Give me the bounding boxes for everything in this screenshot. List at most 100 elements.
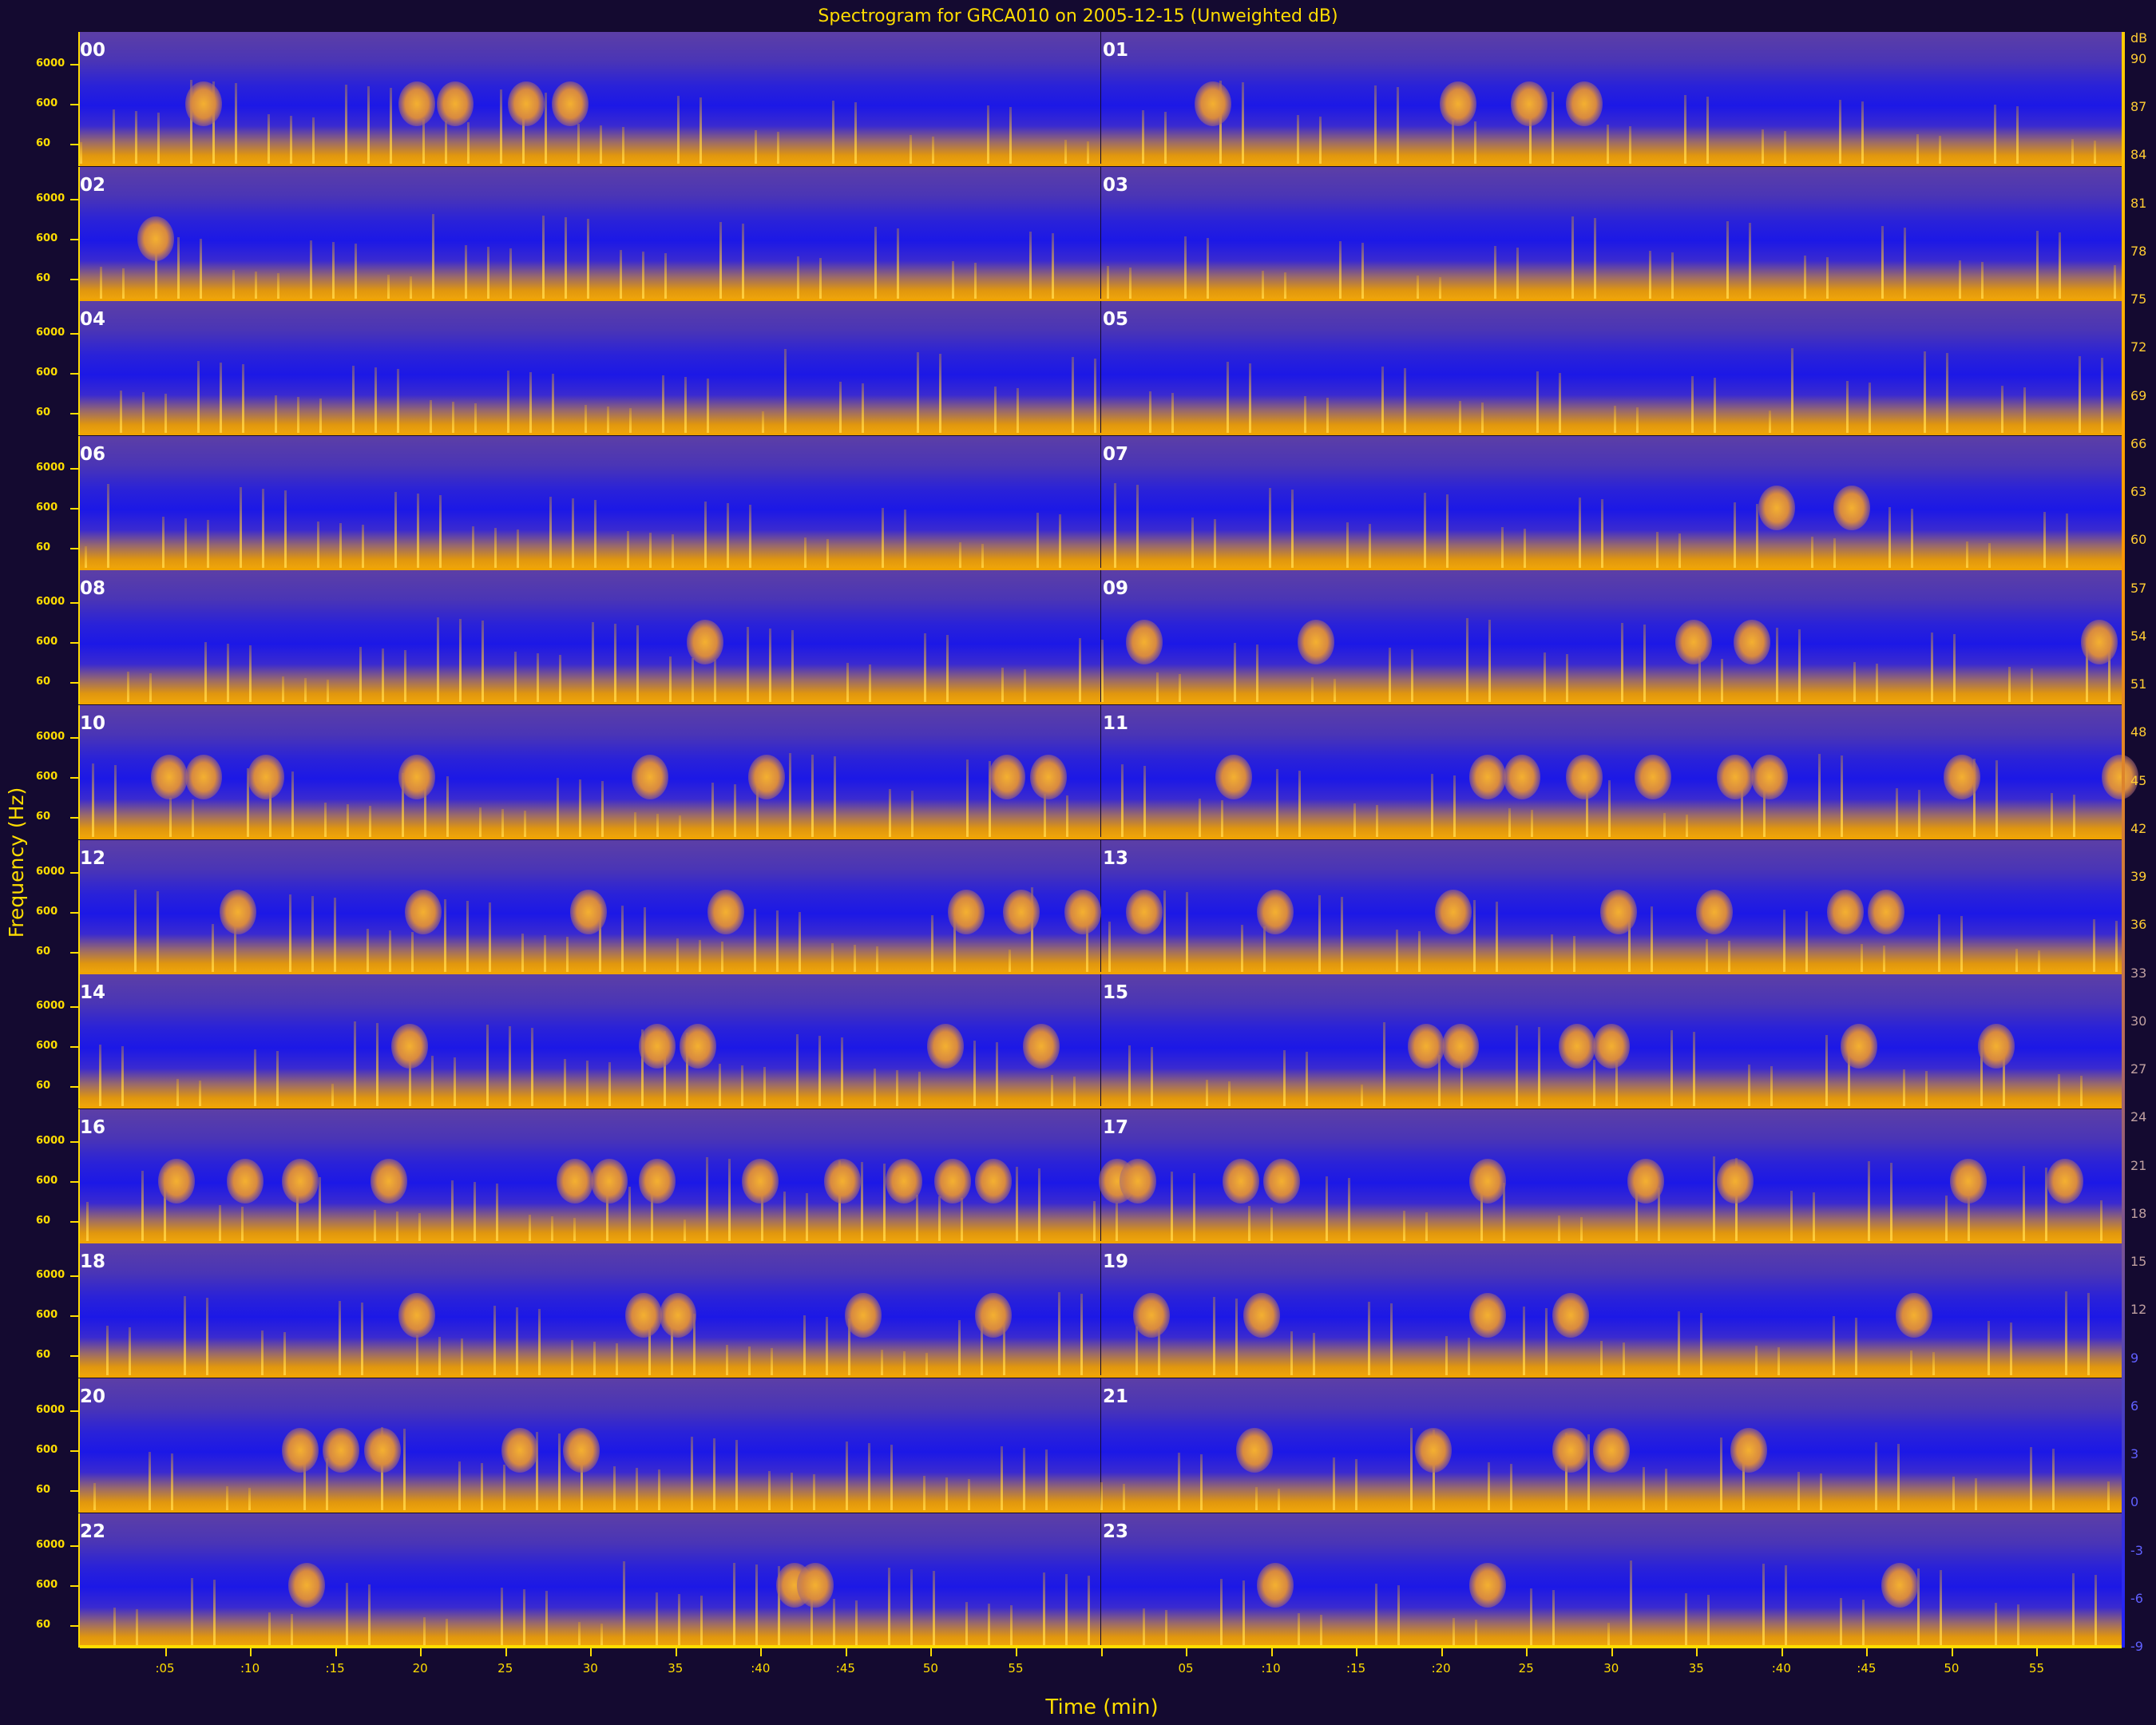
spectral-streak — [1460, 1057, 1463, 1109]
sound-event-blob — [1717, 755, 1754, 799]
spectral-streak — [1199, 799, 1201, 839]
sound-event-blob — [1023, 1024, 1060, 1069]
spectral-streak — [1369, 523, 1371, 570]
y-tick — [70, 1140, 78, 1143]
colorbar-tick-label: 27 — [2130, 1061, 2147, 1077]
spectral-streak — [277, 272, 279, 301]
spectral-streak — [1706, 938, 1708, 974]
spectral-streak — [1404, 368, 1406, 436]
x-tick-label: :10 — [1261, 1661, 1281, 1675]
spectral-streak — [1235, 1299, 1238, 1378]
x-tick-label: :20 — [1431, 1661, 1451, 1675]
spectral-streak — [1536, 371, 1539, 436]
y-tick-label: 6000 — [36, 58, 65, 69]
sound-event-blob — [687, 620, 723, 665]
spectral-streak — [819, 257, 822, 301]
y-tick — [70, 951, 78, 954]
spectral-streak — [988, 1603, 990, 1648]
spectral-streak — [923, 1476, 925, 1513]
spectral-streak — [522, 91, 525, 166]
spectral-streak — [754, 908, 756, 974]
spectral-streak — [1966, 541, 1968, 570]
spectral-streak — [2114, 264, 2116, 301]
spectral-streak — [946, 635, 949, 705]
spectral-streak — [521, 933, 524, 974]
spectral-streak — [113, 109, 115, 166]
spectral-streak — [1186, 891, 1188, 974]
spectral-streak — [586, 1061, 589, 1109]
spectral-streak — [1839, 100, 1841, 166]
spectral-streak — [157, 113, 160, 166]
spectral-streak — [410, 276, 412, 301]
spectral-streak — [704, 501, 707, 570]
spectral-streak — [933, 1570, 935, 1648]
spectral-streak — [699, 939, 701, 974]
spectral-streak — [149, 673, 152, 705]
sound-event-blob — [590, 1158, 628, 1204]
spectral-streak — [232, 269, 235, 301]
y-tick — [70, 1220, 78, 1223]
spectral-streak — [1566, 654, 1568, 705]
spectrogram-panel — [1101, 166, 2122, 301]
spectral-streak — [1065, 1573, 1068, 1648]
x-tick-label: 50 — [1944, 1661, 1960, 1675]
spectral-streak — [868, 1443, 870, 1513]
sound-event-blob — [1222, 1158, 1259, 1204]
x-tick-label: 55 — [2028, 1661, 2044, 1675]
spectral-streak — [326, 1458, 328, 1513]
colorbar-tick-label: 87 — [2130, 99, 2147, 115]
hour-label: 14 — [80, 982, 106, 1004]
spectral-streak — [481, 1463, 483, 1513]
x-tick-label: 05 — [1178, 1661, 1194, 1675]
sound-event-blob — [975, 1158, 1013, 1204]
x-tick-label: 30 — [1603, 1661, 1619, 1675]
spectral-streak — [1510, 1464, 1512, 1513]
spectral-streak — [458, 1461, 461, 1513]
spectral-streak — [1925, 1071, 1928, 1109]
spectral-streak — [656, 814, 659, 839]
spectral-streak — [719, 1064, 721, 1109]
y-tick — [70, 1006, 78, 1009]
spectral-streak — [839, 382, 842, 436]
spectral-streak — [1452, 120, 1454, 166]
spectral-streak — [1453, 775, 1456, 839]
spectral-streak — [669, 656, 672, 705]
colorbar-tick-label: 63 — [2130, 484, 2147, 500]
spectral-streak — [2023, 387, 2026, 436]
spectral-streak — [524, 811, 526, 839]
spectral-streak — [636, 625, 639, 705]
spectral-streak — [1311, 677, 1314, 705]
y-tick-label: 600 — [36, 636, 58, 648]
spectral-streak — [311, 895, 314, 974]
spectral-streak — [474, 1181, 476, 1243]
spectral-streak — [711, 783, 714, 839]
spectral-streak — [1601, 498, 1603, 570]
spectral-streak — [1459, 401, 1461, 436]
spectral-streak — [1381, 367, 1384, 436]
spectral-streak — [1621, 623, 1623, 705]
spectral-streak — [1038, 1168, 1040, 1243]
spectral-streak — [164, 1172, 166, 1243]
sound-event-blob — [1881, 1562, 1919, 1608]
spectral-streak — [733, 1562, 735, 1648]
spectral-streak — [627, 530, 629, 570]
x-tick — [420, 1648, 422, 1656]
sound-event-blob — [1751, 755, 1788, 799]
spectral-streak — [514, 652, 517, 705]
spectral-streak — [904, 509, 906, 570]
spectral-streak — [952, 260, 954, 301]
spectral-streak — [1953, 634, 1956, 705]
spectral-streak — [719, 221, 722, 301]
spectral-streak — [1938, 914, 1940, 974]
sound-event-blob — [1263, 1158, 1301, 1204]
chart-title: Spectrogram for GRCA010 on 2005-12-15 (U… — [818, 6, 1338, 26]
spectral-streak — [2016, 106, 2019, 166]
spectral-streak — [1968, 1196, 1970, 1243]
spectral-streak — [959, 541, 961, 570]
spectral-streak — [1813, 1192, 1815, 1243]
spectral-streak — [1135, 1326, 1138, 1378]
spectral-streak — [961, 1197, 963, 1243]
sound-event-blob — [1593, 1428, 1631, 1473]
sound-event-blob — [281, 1428, 319, 1473]
spectral-streak — [1608, 780, 1611, 839]
